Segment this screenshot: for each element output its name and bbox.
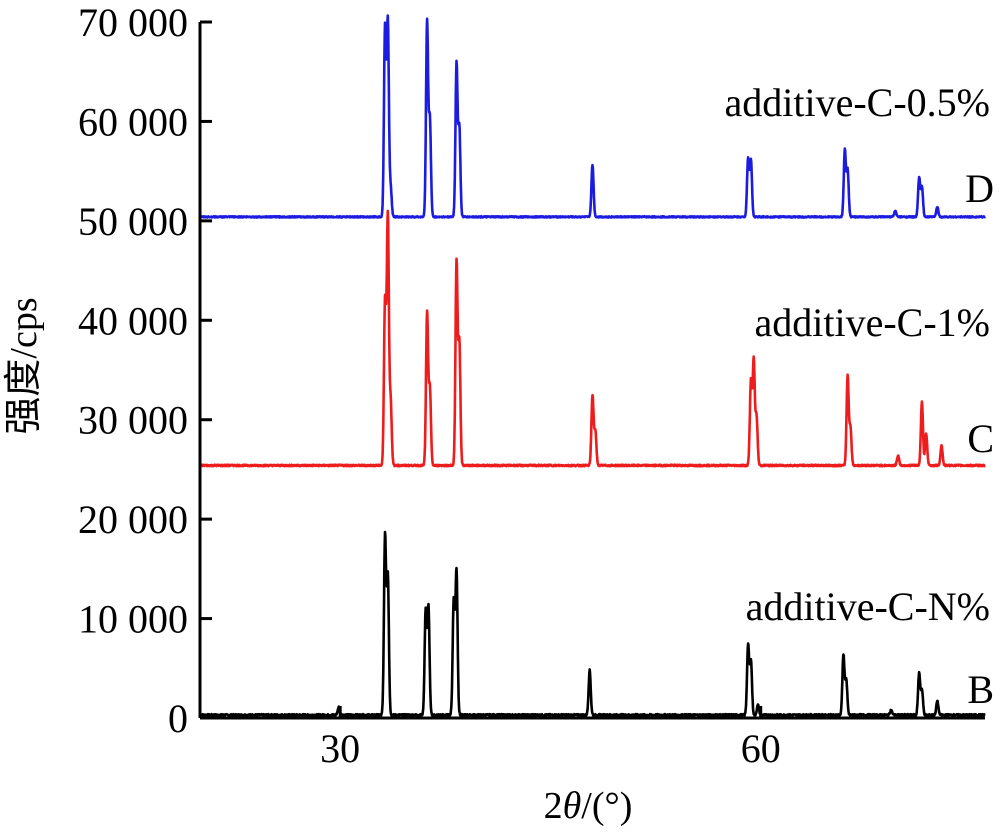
series-line-D xyxy=(198,14,987,219)
y-tick-label: 10 000 xyxy=(78,597,188,642)
series-annotation: additive-C-N% xyxy=(746,584,990,629)
series-line-B xyxy=(199,530,986,718)
y-tick-label: 70 000 xyxy=(78,0,188,45)
y-tick-label: 20 000 xyxy=(78,497,188,542)
y-axis-ticks: 0 10 000 20 000 30 000 40 000 50 000 60 000 70 … xyxy=(78,0,212,741)
series-annotation: additive-C-1% xyxy=(755,300,991,345)
x-tick-label: 30 xyxy=(320,726,360,771)
series-layer xyxy=(198,14,987,718)
y-tick-label: 50 000 xyxy=(78,199,188,244)
x-axis-title: 2θ/(°) xyxy=(544,785,633,827)
series-line-C xyxy=(199,209,986,468)
series-letter: C xyxy=(967,416,994,461)
series-letter: B xyxy=(967,667,994,712)
series-annotation: additive-C-0.5% xyxy=(725,80,991,125)
series-letter: D xyxy=(965,166,994,211)
y-tick-label: 60 000 xyxy=(78,99,188,144)
y-tick-label: 30 000 xyxy=(78,398,188,443)
x-tick-label: 60 xyxy=(741,726,781,771)
x-axis-ticks: 30 60 xyxy=(320,706,781,771)
y-axis-title: 强度/cps xyxy=(3,297,45,434)
y-tick-label: 40 000 xyxy=(78,298,188,343)
y-tick-label: 0 xyxy=(168,696,188,741)
